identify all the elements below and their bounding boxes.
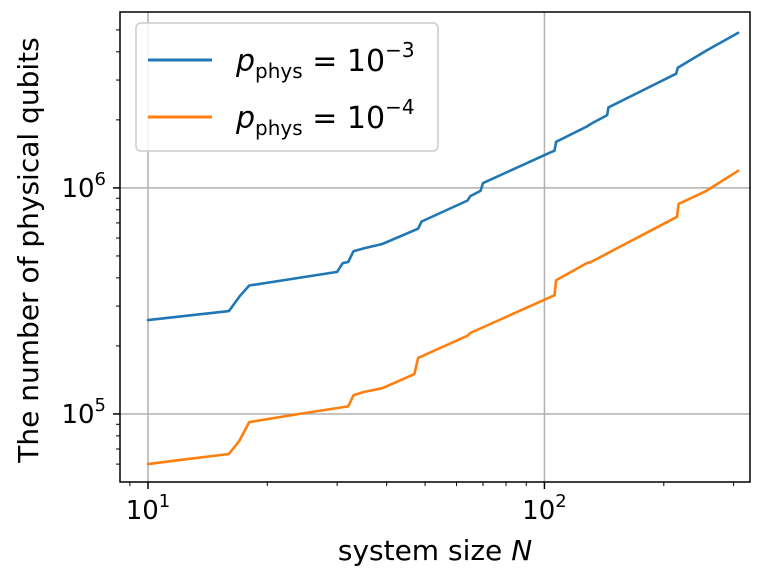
x-axis-label: system size N (338, 534, 532, 567)
legend-box (135, 22, 439, 152)
x-tick-label: 102 (522, 491, 567, 526)
plot-frame (119, 11, 751, 483)
y-tick-label: 105 (61, 395, 106, 430)
y-axis-label: The number of physical qubits (12, 37, 45, 463)
tick-layer: 101 102 105 106 (61, 29, 735, 526)
y-tick-label: 106 (61, 169, 106, 204)
legend-label-2: pphys = 10−4 (235, 95, 415, 140)
legend: pphys = 10−3 pphys = 10−4 (135, 22, 439, 152)
series-layer (146, 31, 740, 466)
grid-layer (120, 12, 750, 482)
x-tick-label: 101 (126, 491, 171, 526)
series-line-1 (146, 31, 740, 322)
legend-label-1: pphys = 10−3 (235, 38, 415, 83)
series-line-2 (146, 169, 740, 466)
